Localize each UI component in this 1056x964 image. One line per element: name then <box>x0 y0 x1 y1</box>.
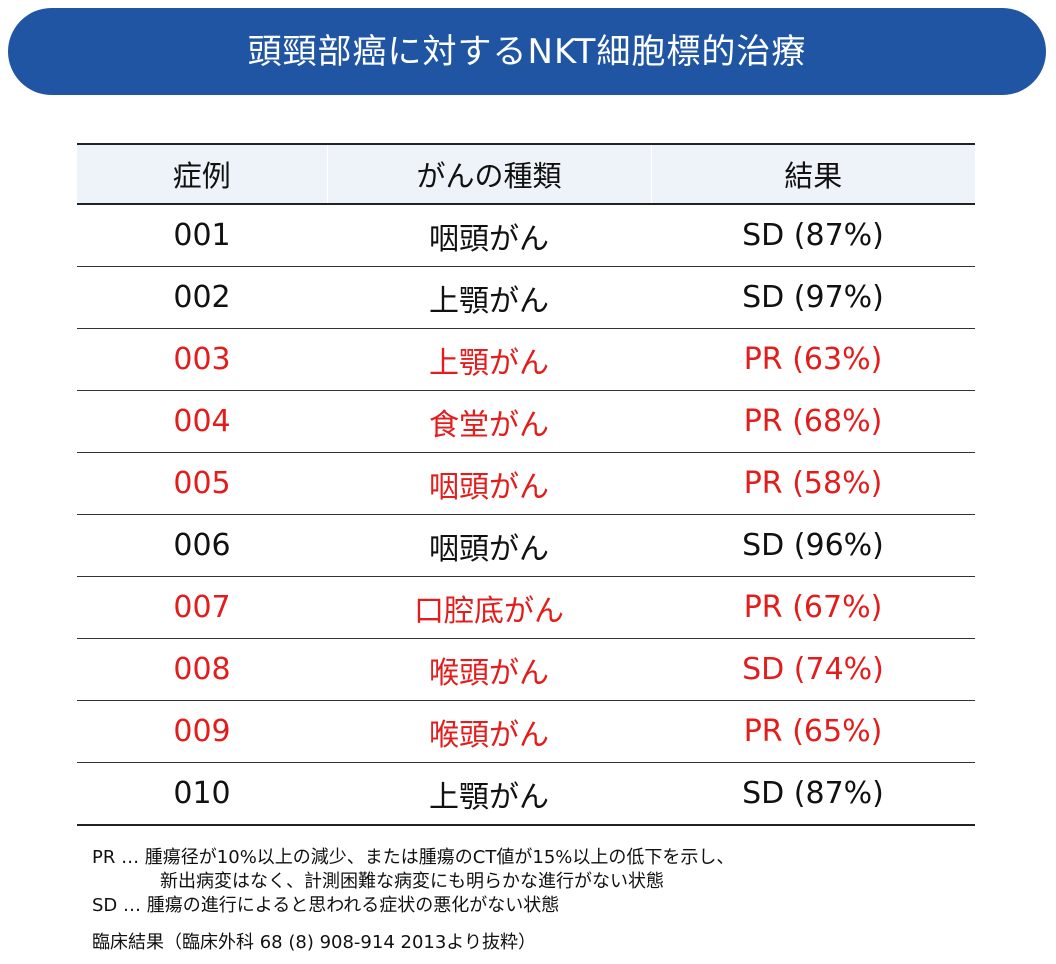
cell-result: SD (74%) <box>742 652 884 687</box>
cell-result: PR (65%) <box>743 714 883 749</box>
cell-case: 004 <box>173 404 231 439</box>
page-title: 頭頸部癌に対するNKT細胞標的治療 <box>247 31 807 72</box>
table-row: 004 食堂がん PR (68%) <box>77 391 975 453</box>
table-row: 008 喉頭がん SD (74%) <box>77 639 975 701</box>
cell-case: 006 <box>173 528 231 563</box>
cell-result: PR (68%) <box>743 404 883 439</box>
cell-result: PR (58%) <box>743 466 883 501</box>
note-sd-line: SD … 腫瘍の進行によると思われる症状の悪化がない状態 <box>92 895 560 916</box>
cell-case: 008 <box>173 652 231 687</box>
column-header-result: 結果 <box>784 159 843 193</box>
cell-result: SD (96%) <box>742 528 884 563</box>
note-pr-line1: PR … 腫瘍径が10%以上の減少、または腫瘍のCT値が15%以上の低下を示し、 <box>92 847 735 868</box>
cell-cancer-type: 咽頭がん <box>429 469 549 505</box>
table-row: 002 上顎がん SD (97%) <box>77 267 975 329</box>
cell-result: SD (97%) <box>742 280 884 315</box>
cell-case: 007 <box>173 590 231 625</box>
cell-cancer-type: 食堂がん <box>429 407 549 443</box>
table-row: 003 上顎がん PR (63%) <box>77 329 975 391</box>
column-header-cancer-type: がんの種類 <box>327 144 652 204</box>
cell-case: 002 <box>173 280 231 315</box>
cell-cancer-type: 喉頭がん <box>429 655 549 691</box>
cell-cancer-type: 上顎がん <box>429 345 549 381</box>
cell-case: 003 <box>173 342 231 377</box>
cell-case: 005 <box>173 466 231 501</box>
cell-result: PR (67%) <box>743 590 883 625</box>
table-row: 007 口腔底がん PR (67%) <box>77 577 975 639</box>
cell-case: 001 <box>173 218 231 253</box>
cell-cancer-type: 上顎がん <box>429 779 549 815</box>
results-table-container: 症例 がんの種類 結果 001 咽頭がん SD (87%) 002 上顎がん SD (97… <box>77 143 975 826</box>
cell-cancer-type: 口腔底がん <box>414 593 564 629</box>
cell-result: SD (87%) <box>742 218 884 253</box>
table-row: 005 咽頭がん PR (58%) <box>77 453 975 515</box>
cell-cancer-type: 上顎がん <box>429 283 549 319</box>
cell-cancer-type: 喉頭がん <box>429 717 549 753</box>
results-table: 症例 がんの種類 結果 001 咽頭がん SD (87%) 002 上顎がん SD (97… <box>77 143 975 826</box>
cell-case: 009 <box>173 714 231 749</box>
cell-result: PR (63%) <box>743 342 883 377</box>
table-row: 006 咽頭がん SD (96%) <box>77 515 975 577</box>
cell-case: 010 <box>173 776 231 811</box>
column-header-case: 症例 <box>77 144 328 204</box>
cell-cancer-type: 咽頭がん <box>429 531 549 567</box>
table-row: 001 咽頭がん SD (87%) <box>77 204 975 267</box>
title-banner: 頭頸部癌に対するNKT細胞標的治療 <box>8 8 1046 95</box>
table-row: 010 上顎がん SD (87%) <box>77 763 975 825</box>
cell-result: SD (87%) <box>742 776 884 811</box>
source-citation: 臨床結果（臨床外科 68 (8) 908-914 2013より抜粋） <box>92 932 536 953</box>
legend-notes: PR … 腫瘍径が10%以上の減少、または腫瘍のCT値が15%以上の低下を示し、… <box>92 846 992 918</box>
note-pr-line2: 新出病変はなく、計測困難な病変にも明らかな進行がない状態 <box>160 871 664 892</box>
table-header-row: 症例 がんの種類 結果 <box>77 144 975 204</box>
table-row: 009 喉頭がん PR (65%) <box>77 701 975 763</box>
cell-cancer-type: 咽頭がん <box>429 221 549 257</box>
table-body: 001 咽頭がん SD (87%) 002 上顎がん SD (97%) 003 上顎がん PR … <box>77 204 975 825</box>
